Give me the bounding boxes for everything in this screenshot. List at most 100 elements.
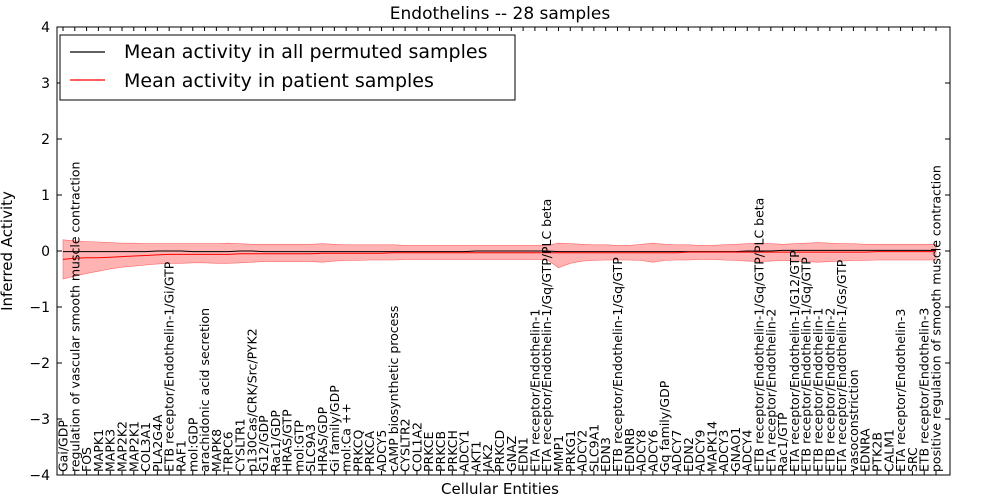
x-tick-label: FOS [79, 447, 94, 472]
x-tick-label: PRKCA [362, 431, 377, 472]
y-axis-title: Inferred Activity [0, 191, 16, 311]
x-tick-label: SRC [905, 447, 920, 472]
x-tick-label: ETB receptor/Endothelin-2 [822, 308, 837, 472]
x-tick-label: mol:GDP [185, 417, 200, 472]
x-tick-label: ETA receptor/Endothelin-3 [893, 309, 908, 472]
x-tick-label: COL1A2 [409, 422, 424, 472]
permuted-mean-line [63, 249, 936, 253]
x-tick-label: AKT1 [468, 441, 483, 472]
x-tick-label: MAPK8 [209, 429, 224, 472]
x-tick-label: Rac1/GDP [268, 410, 283, 472]
x-tick-label: ADCY2 [575, 430, 590, 472]
x-tick-label: PRKG1 [563, 430, 578, 472]
x-tick-label: EDNRA [858, 428, 873, 472]
legend-label-patient: Mean activity in patient samples [124, 70, 434, 92]
x-tick-label: ETA receptor/Endothelin-1/G12/GTP [787, 250, 802, 472]
x-tick-label: G12/GDP [256, 415, 271, 472]
x-tick-label: EDNRB [622, 428, 637, 472]
x-tick-label: SLC9A1 [586, 424, 601, 472]
y-tick-label: −1 [29, 300, 50, 316]
x-tick-label: CYSLTR2 [398, 418, 413, 472]
legend-label-permuted: Mean activity in all permuted samples [124, 41, 487, 63]
x-tick-label: ETA receptor/Endothelin-1/Gq/GTP/PLC bet… [539, 199, 554, 472]
x-tick-label: p130Cas/CRK/Src/PYK2 [244, 328, 259, 472]
x-tick-label: ETB receptor/Endothelin-3 [917, 308, 932, 472]
x-tick-label: EDN2 [681, 437, 696, 472]
x-tick-label: ADCY3 [716, 430, 731, 472]
x-tick-label: MAPK14 [704, 421, 719, 472]
x-tick-label: MAPK1 [91, 429, 106, 472]
x-tick-label: regulation of vascular smooth muscle con… [67, 162, 82, 472]
y-tick-label: −2 [29, 356, 50, 372]
x-tick-label: COL3A1 [138, 422, 153, 472]
x-tick-label: ADCY6 [645, 430, 660, 472]
y-tick-label: 2 [41, 132, 50, 148]
patient-range-band [62, 239, 937, 280]
x-tick-label: ADCY7 [669, 430, 684, 472]
x-tick-label: ADCY5 [374, 430, 389, 472]
y-tick-label: −4 [29, 468, 50, 484]
x-tick-label: ETA receptor/Endothelin-1/Gs/GTP [834, 259, 849, 472]
legend-box [59, 34, 516, 101]
x-tick-label: Gai/GDP [56, 420, 71, 472]
x-tick-label: JAK2 [480, 444, 495, 473]
x-tick-label: ADCY8 [634, 430, 649, 472]
chart-title: Endothelins -- 28 samples [390, 4, 611, 24]
x-tick-label: TRPC6 [221, 431, 236, 473]
x-tick-label: ETA receptor/Endothelin-2 [763, 309, 778, 472]
x-tick-label: ADCY4 [740, 430, 755, 472]
x-tick-label: ETB receptor/Endothelin-1/Gq/GTP [610, 257, 625, 472]
legend: Mean activity in all permuted samples Me… [59, 34, 516, 101]
x-tick-label: mol:GTP [291, 420, 306, 472]
x-tick-label: ETB receptor/Endothelin-1/Gi/GTP [162, 261, 177, 472]
x-tick-label: RAF1 [174, 440, 189, 472]
x-tick-label: ADCY9 [693, 430, 708, 472]
x-tick-label: ETB receptor/Endothelin-1/Gq/GTP/PLC bet… [752, 198, 767, 472]
x-tick-label: ADCY1 [457, 430, 472, 472]
x-tick-label: ETA receptor/Endothelin-1 [527, 309, 542, 472]
x-tick-label: EDN1 [516, 437, 531, 472]
x-tick-label: PRKCB [433, 431, 448, 472]
x-tick-label: mol:Ca ++ [339, 403, 354, 472]
x-tick-label: EDN3 [598, 437, 613, 472]
x-tick-label: GNAZ [504, 436, 519, 472]
x-tick-label: SLC9A3 [303, 424, 318, 472]
x-tick-label: HRAS/GTP [280, 409, 295, 472]
x-tick-label: arachidonic acid secretion [197, 308, 212, 472]
x-tick-label: PRKCE [421, 432, 436, 472]
x-axis-title: Cellular Entities [441, 480, 559, 498]
axes-frame [56, 26, 951, 476]
patient-mean-line [62, 251, 936, 260]
y-tick-label: 0 [41, 244, 50, 260]
x-tick-label: ETB receptor/Endothelin-1/Gq/GTP [799, 257, 814, 472]
x-tick-label: MAPK3 [103, 429, 118, 472]
x-tick-label: cAMP biosynthetic process [386, 306, 401, 472]
y-tick-label: 4 [41, 20, 50, 36]
x-tick-label: PLA2G4A [150, 414, 165, 472]
x-tick-label: MAP2K1 [126, 421, 141, 472]
y-tick-label: 3 [41, 76, 50, 92]
y-tick-label: −3 [29, 412, 50, 428]
x-tick-label: PTK2B [870, 432, 885, 472]
x-tick-label: PRKCH [445, 430, 460, 472]
x-tick-label: PRKCQ [350, 430, 365, 472]
x-tick-label: Gq family/GDP [657, 380, 672, 472]
x-tick-label: CYSLTR1 [233, 418, 248, 472]
x-tick-label: vasoconstriction [846, 369, 861, 472]
x-tick-label: HRAS/GDP [315, 406, 330, 472]
x-tick-label: positive regulation of smooth muscle con… [929, 165, 944, 472]
x-tick-label: Gi family/GDP [327, 385, 342, 472]
x-tick-label: GNAO1 [728, 427, 743, 472]
plot-area [62, 239, 937, 280]
x-tick-label: CALM1 [881, 429, 896, 472]
x-tick-label: PRKCD [492, 430, 507, 472]
y-axis: −4 −3 −2 −1 0 1 2 3 4 [29, 20, 950, 484]
x-tick-label: MAP2K2 [115, 421, 130, 472]
x-tick-label: Rac1/GTP [775, 412, 790, 472]
x-tick-label: ETB receptor/Endothelin-1 [811, 308, 826, 472]
y-tick-label: 1 [41, 188, 50, 204]
x-tick-label: MMP1 [551, 435, 566, 472]
